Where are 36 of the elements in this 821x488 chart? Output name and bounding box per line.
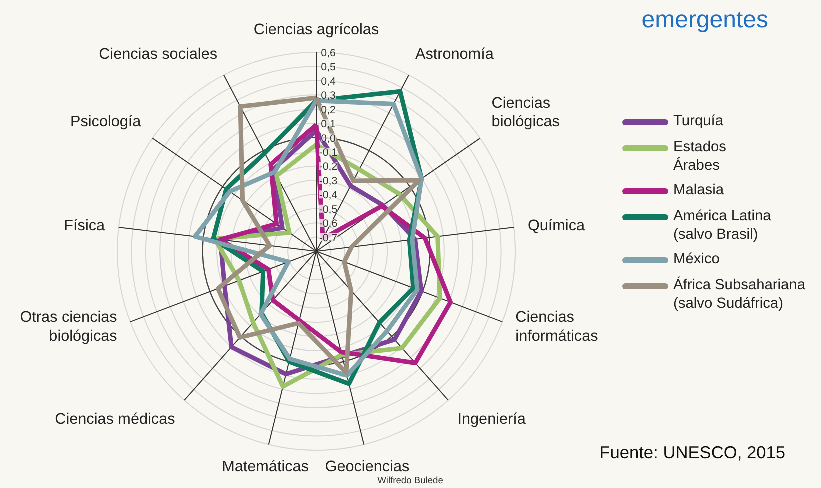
text: Wilfredo Bulede <box>378 476 444 486</box>
spoke-label: Otras ciencias biológicas <box>20 309 118 345</box>
spoke-label: Matemáticas <box>222 458 310 476</box>
spoke-label: Geociencias <box>325 458 410 476</box>
spoke-label: Ingeniería <box>458 410 526 428</box>
y-tick-label: -0,3 <box>319 175 338 188</box>
spoke-label: Ciencias agrícolas <box>254 22 380 38</box>
y-tick-label: -0,4 <box>319 190 338 202</box>
y-tick-label: -0,2 <box>319 161 338 174</box>
spoke-label: Ciencias sociales <box>99 46 218 63</box>
y-tick-label: 0,2 <box>321 104 336 116</box>
source-note: Fuente: UNESCO, 2015 <box>600 442 786 462</box>
legend-label: Estados Árabes <box>674 140 726 174</box>
y-tick-label: 0,6 <box>321 48 336 60</box>
y-tick-label: 0,5 <box>321 62 336 74</box>
y-tick-label: 0,0 <box>321 132 336 145</box>
y-tick-label: 0,4 <box>321 76 336 88</box>
legend-label: América Latina (salvo Brasil) <box>674 208 772 243</box>
y-tick-label: -0,1 <box>319 147 338 159</box>
legend-label: Turquía <box>674 114 724 130</box>
y-tick-label: -0,7 <box>319 232 338 244</box>
y-tick-label: -0,6 <box>319 218 338 230</box>
spoke-label: Ciencias informáticas <box>516 309 599 345</box>
spoke-label: Física <box>64 217 106 234</box>
y-tick-label: -0,5 <box>319 204 338 216</box>
legend-label: Malasia <box>674 182 725 198</box>
y-tick-label: 0,1 <box>321 118 336 131</box>
spoke-label: Ciencias médicas <box>55 410 176 428</box>
legend-label: México <box>674 252 720 268</box>
spoke-label: Ciencias biológicas <box>492 94 560 130</box>
y-tick-label: 0,3 <box>321 90 336 102</box>
chart-title: emergentes <box>642 6 769 34</box>
legend-label: África Subsahariana (salvo Sudáfrica) <box>674 276 806 312</box>
spoke-label: Astronomía <box>415 46 494 63</box>
spoke-label: Psicología <box>70 114 142 130</box>
spoke-label: Química <box>528 217 586 234</box>
